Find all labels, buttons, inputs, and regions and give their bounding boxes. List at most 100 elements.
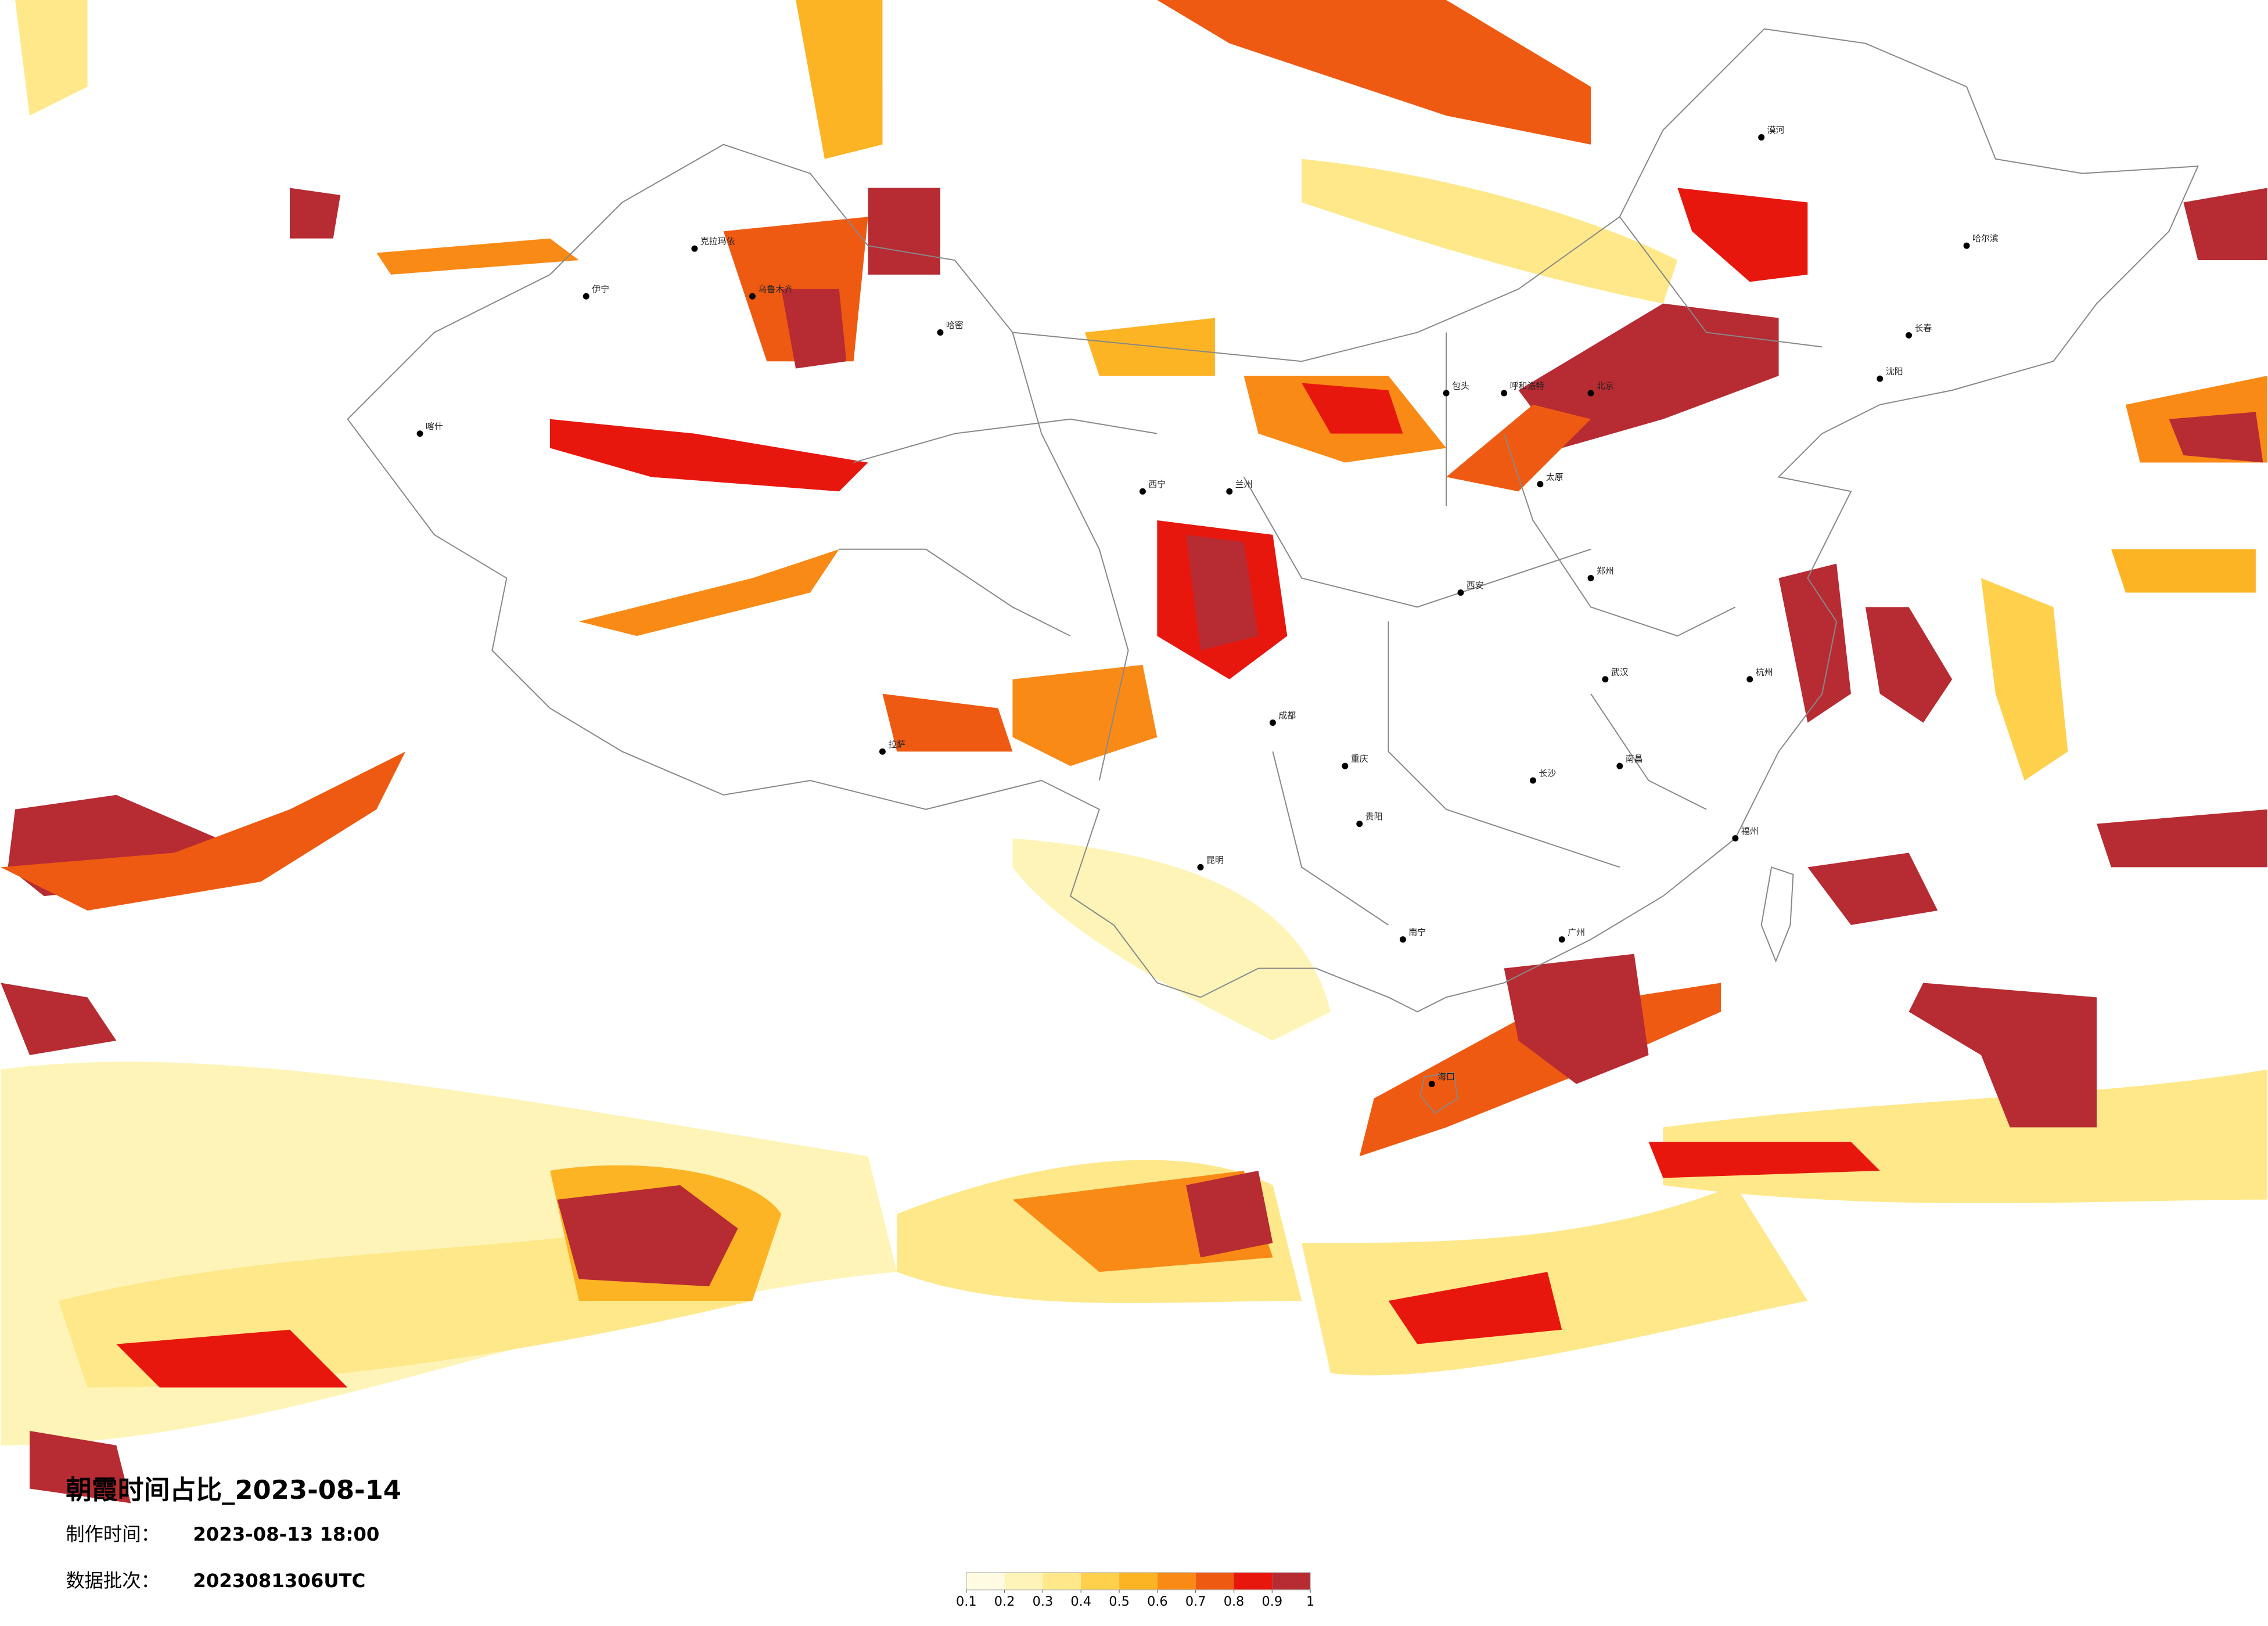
cloud-patch bbox=[1865, 607, 1953, 723]
cloud-patch bbox=[2097, 809, 2267, 868]
city-label: 福州 bbox=[1741, 826, 1759, 836]
cloud-patch bbox=[549, 419, 868, 492]
cloud-patch bbox=[2169, 412, 2263, 463]
city-label: 喀什 bbox=[426, 421, 443, 431]
cloud-patch bbox=[1012, 664, 1158, 767]
cloud-patch bbox=[1446, 404, 1591, 492]
cloud-patch bbox=[15, 0, 88, 116]
production-time-label: 制作时间： bbox=[66, 1523, 160, 1545]
city-dot bbox=[1457, 589, 1464, 596]
cloud-patch bbox=[2183, 188, 2267, 260]
city-label: 长春 bbox=[1915, 323, 1932, 333]
city-label: 包头 bbox=[1452, 381, 1469, 391]
city-label: 重庆 bbox=[1351, 754, 1368, 764]
city-label: 太原 bbox=[1546, 472, 1563, 482]
city-label: 贵阳 bbox=[1365, 811, 1383, 822]
cloud-patch bbox=[376, 238, 579, 275]
city-dot bbox=[1758, 134, 1765, 141]
city-dot bbox=[1197, 864, 1204, 870]
colorbar-tick-label: 0.8 bbox=[1224, 1594, 1245, 1609]
cloud-layer bbox=[1, 0, 2267, 1503]
colorbar-segment bbox=[1004, 1572, 1043, 1590]
colorbar-segment bbox=[1081, 1572, 1120, 1590]
city-label: 成都 bbox=[1278, 710, 1296, 721]
cloud-patch bbox=[1157, 0, 1591, 145]
city-dot bbox=[1587, 575, 1594, 582]
city-dot bbox=[416, 430, 423, 437]
city-dot bbox=[1226, 488, 1233, 495]
cloud-patch bbox=[1908, 983, 2097, 1128]
colorbar-segment bbox=[1119, 1572, 1158, 1590]
city-label: 杭州 bbox=[1756, 667, 1773, 677]
cloud-patch bbox=[781, 289, 847, 369]
colorbar-segment bbox=[1272, 1572, 1311, 1590]
country-outline bbox=[347, 28, 2199, 1013]
cloud-patch bbox=[1186, 534, 1259, 650]
cloud-patch bbox=[1, 751, 406, 911]
cloud-patch bbox=[116, 1329, 348, 1388]
city-dot bbox=[1616, 762, 1623, 769]
cloud-patch bbox=[1778, 563, 1851, 723]
city-dot bbox=[1537, 481, 1544, 488]
city-label: 拉萨 bbox=[888, 739, 905, 750]
city-dot bbox=[879, 748, 886, 755]
production-time: 2023-08-13 18:00 bbox=[193, 1523, 379, 1545]
cloud-patch bbox=[1518, 303, 1779, 448]
colorbar-tick-label: 0.4 bbox=[1070, 1594, 1091, 1609]
cloud-patch bbox=[29, 1431, 131, 1503]
colorbar-tick-label: 0.7 bbox=[1185, 1594, 1206, 1609]
cloud-patch bbox=[1388, 1272, 1562, 1344]
city-dot bbox=[1139, 488, 1146, 495]
hainan-outline bbox=[1419, 1071, 1459, 1114]
city-label: 西安 bbox=[1467, 580, 1484, 591]
city-dot bbox=[1906, 332, 1913, 339]
city-label: 郑州 bbox=[1597, 566, 1614, 576]
city-dot bbox=[1428, 1081, 1435, 1088]
city-label: 南昌 bbox=[1626, 754, 1643, 764]
city-dot bbox=[1443, 390, 1450, 397]
cloud-patch bbox=[1807, 852, 1938, 925]
city-label: 昆明 bbox=[1206, 855, 1224, 865]
city-dot bbox=[583, 293, 590, 300]
city-label: 西宁 bbox=[1148, 479, 1166, 490]
cloud-patch bbox=[557, 1185, 738, 1287]
city-label: 武汉 bbox=[1611, 667, 1629, 677]
cloud-patch bbox=[1648, 1142, 1880, 1178]
city-label: 哈尔滨 bbox=[1972, 233, 1999, 244]
city-label: 哈密 bbox=[946, 320, 964, 330]
city-dot bbox=[1587, 390, 1594, 397]
cloud-patch bbox=[1012, 838, 1331, 1041]
city-dot bbox=[749, 293, 756, 300]
colorbar-tick-label: 0.3 bbox=[1033, 1594, 1054, 1609]
city-dot bbox=[937, 329, 944, 336]
city-dot bbox=[1529, 777, 1536, 784]
city-dot bbox=[1399, 936, 1406, 943]
city-label: 北京 bbox=[1597, 381, 1614, 391]
data-batch-label: 数据批次： bbox=[66, 1570, 160, 1592]
borders bbox=[347, 28, 2199, 1114]
city-label: 南宁 bbox=[1408, 927, 1426, 937]
cloud-patch bbox=[1084, 318, 1215, 376]
city-dot bbox=[691, 245, 698, 252]
colorbar-segment bbox=[1234, 1572, 1273, 1590]
city-dot bbox=[1558, 936, 1565, 943]
cloud-patch bbox=[1, 983, 117, 1055]
city-dot bbox=[1877, 375, 1884, 382]
city-label: 漠河 bbox=[1767, 125, 1785, 135]
colorbar-tick-label: 0.2 bbox=[994, 1594, 1015, 1609]
city-label: 广州 bbox=[1568, 927, 1585, 937]
cloud-patch bbox=[289, 188, 341, 239]
province-border bbox=[839, 216, 1823, 926]
colorbar-tick-label: 0.9 bbox=[1262, 1594, 1283, 1609]
colorbar-segment bbox=[1195, 1572, 1234, 1590]
cloud-patch bbox=[1504, 954, 1649, 1084]
city-label: 长沙 bbox=[1539, 768, 1556, 779]
city-label: 兰州 bbox=[1235, 479, 1253, 490]
city-dot bbox=[1732, 835, 1739, 842]
colorbar-segment bbox=[1157, 1572, 1196, 1590]
city-label: 呼和浩特 bbox=[1510, 381, 1545, 391]
cloud-patch bbox=[1302, 159, 1678, 304]
city-dot bbox=[1342, 762, 1349, 769]
